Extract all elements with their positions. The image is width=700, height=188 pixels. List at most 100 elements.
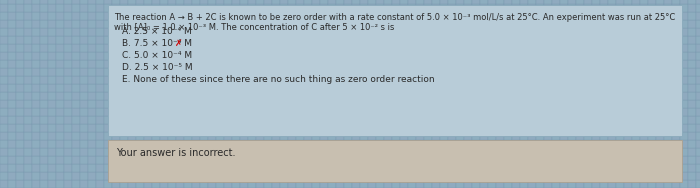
- Bar: [592, 76, 600, 84]
- Bar: [424, 0, 432, 4]
- Bar: [480, 4, 488, 12]
- Bar: [648, 20, 656, 28]
- Bar: [600, 60, 608, 68]
- Bar: [352, 92, 360, 100]
- Bar: [336, 44, 344, 52]
- Bar: [472, 12, 480, 20]
- Bar: [248, 68, 256, 76]
- Bar: [272, 68, 280, 76]
- Bar: [88, 36, 96, 44]
- Bar: [88, 4, 96, 12]
- Bar: [240, 60, 248, 68]
- Bar: [512, 92, 520, 100]
- Bar: [480, 156, 488, 164]
- Bar: [632, 4, 640, 12]
- Bar: [336, 0, 344, 4]
- Bar: [304, 20, 312, 28]
- Bar: [312, 20, 320, 28]
- Bar: [256, 36, 264, 44]
- Bar: [24, 140, 32, 148]
- Bar: [304, 180, 312, 188]
- Bar: [352, 52, 360, 60]
- Bar: [480, 92, 488, 100]
- Bar: [224, 116, 232, 124]
- Bar: [296, 68, 304, 76]
- Bar: [656, 180, 664, 188]
- Bar: [136, 12, 144, 20]
- Bar: [472, 164, 480, 172]
- Bar: [680, 68, 688, 76]
- Bar: [88, 0, 96, 4]
- Bar: [480, 28, 488, 36]
- Bar: [120, 100, 128, 108]
- Bar: [24, 148, 32, 156]
- Bar: [688, 172, 696, 180]
- Bar: [656, 0, 664, 4]
- Bar: [96, 164, 104, 172]
- Bar: [568, 172, 576, 180]
- Bar: [632, 132, 640, 140]
- Bar: [160, 52, 168, 60]
- Bar: [368, 28, 376, 36]
- Bar: [456, 92, 464, 100]
- Bar: [112, 12, 120, 20]
- Bar: [368, 116, 376, 124]
- Bar: [336, 28, 344, 36]
- Bar: [352, 44, 360, 52]
- Bar: [640, 44, 648, 52]
- Bar: [56, 68, 64, 76]
- Bar: [8, 156, 16, 164]
- Bar: [632, 68, 640, 76]
- Bar: [320, 156, 328, 164]
- Bar: [56, 0, 64, 4]
- Bar: [496, 52, 504, 60]
- Bar: [0, 0, 8, 4]
- Bar: [584, 164, 592, 172]
- Bar: [448, 156, 456, 164]
- Bar: [368, 124, 376, 132]
- Bar: [232, 28, 240, 36]
- Bar: [40, 28, 48, 36]
- Bar: [240, 4, 248, 12]
- Bar: [256, 28, 264, 36]
- Bar: [272, 36, 280, 44]
- Bar: [608, 4, 616, 12]
- Bar: [32, 20, 40, 28]
- Bar: [568, 20, 576, 28]
- Bar: [480, 0, 488, 4]
- Bar: [96, 124, 104, 132]
- Bar: [104, 44, 112, 52]
- Bar: [432, 140, 440, 148]
- Bar: [416, 164, 424, 172]
- Bar: [496, 76, 504, 84]
- Bar: [104, 84, 112, 92]
- Text: with [A]₀ = 1.0 × 10⁻³ M. The concentration of C after 5 × 10⁻² s is: with [A]₀ = 1.0 × 10⁻³ M. The concentrat…: [114, 22, 394, 31]
- Bar: [688, 60, 696, 68]
- Bar: [200, 36, 208, 44]
- Bar: [576, 60, 584, 68]
- Bar: [264, 84, 272, 92]
- Bar: [640, 180, 648, 188]
- Bar: [528, 12, 536, 20]
- Bar: [8, 84, 16, 92]
- Bar: [336, 172, 344, 180]
- Bar: [464, 84, 472, 92]
- Bar: [64, 20, 72, 28]
- Bar: [400, 4, 408, 12]
- Bar: [136, 164, 144, 172]
- Bar: [544, 140, 552, 148]
- Bar: [272, 172, 280, 180]
- Bar: [392, 132, 400, 140]
- Bar: [640, 4, 648, 12]
- Bar: [344, 60, 352, 68]
- Bar: [248, 0, 256, 4]
- Bar: [112, 100, 120, 108]
- Bar: [88, 52, 96, 60]
- Bar: [560, 100, 568, 108]
- Bar: [456, 84, 464, 92]
- Bar: [352, 124, 360, 132]
- Bar: [200, 116, 208, 124]
- Bar: [0, 68, 8, 76]
- Bar: [424, 132, 432, 140]
- Bar: [256, 148, 264, 156]
